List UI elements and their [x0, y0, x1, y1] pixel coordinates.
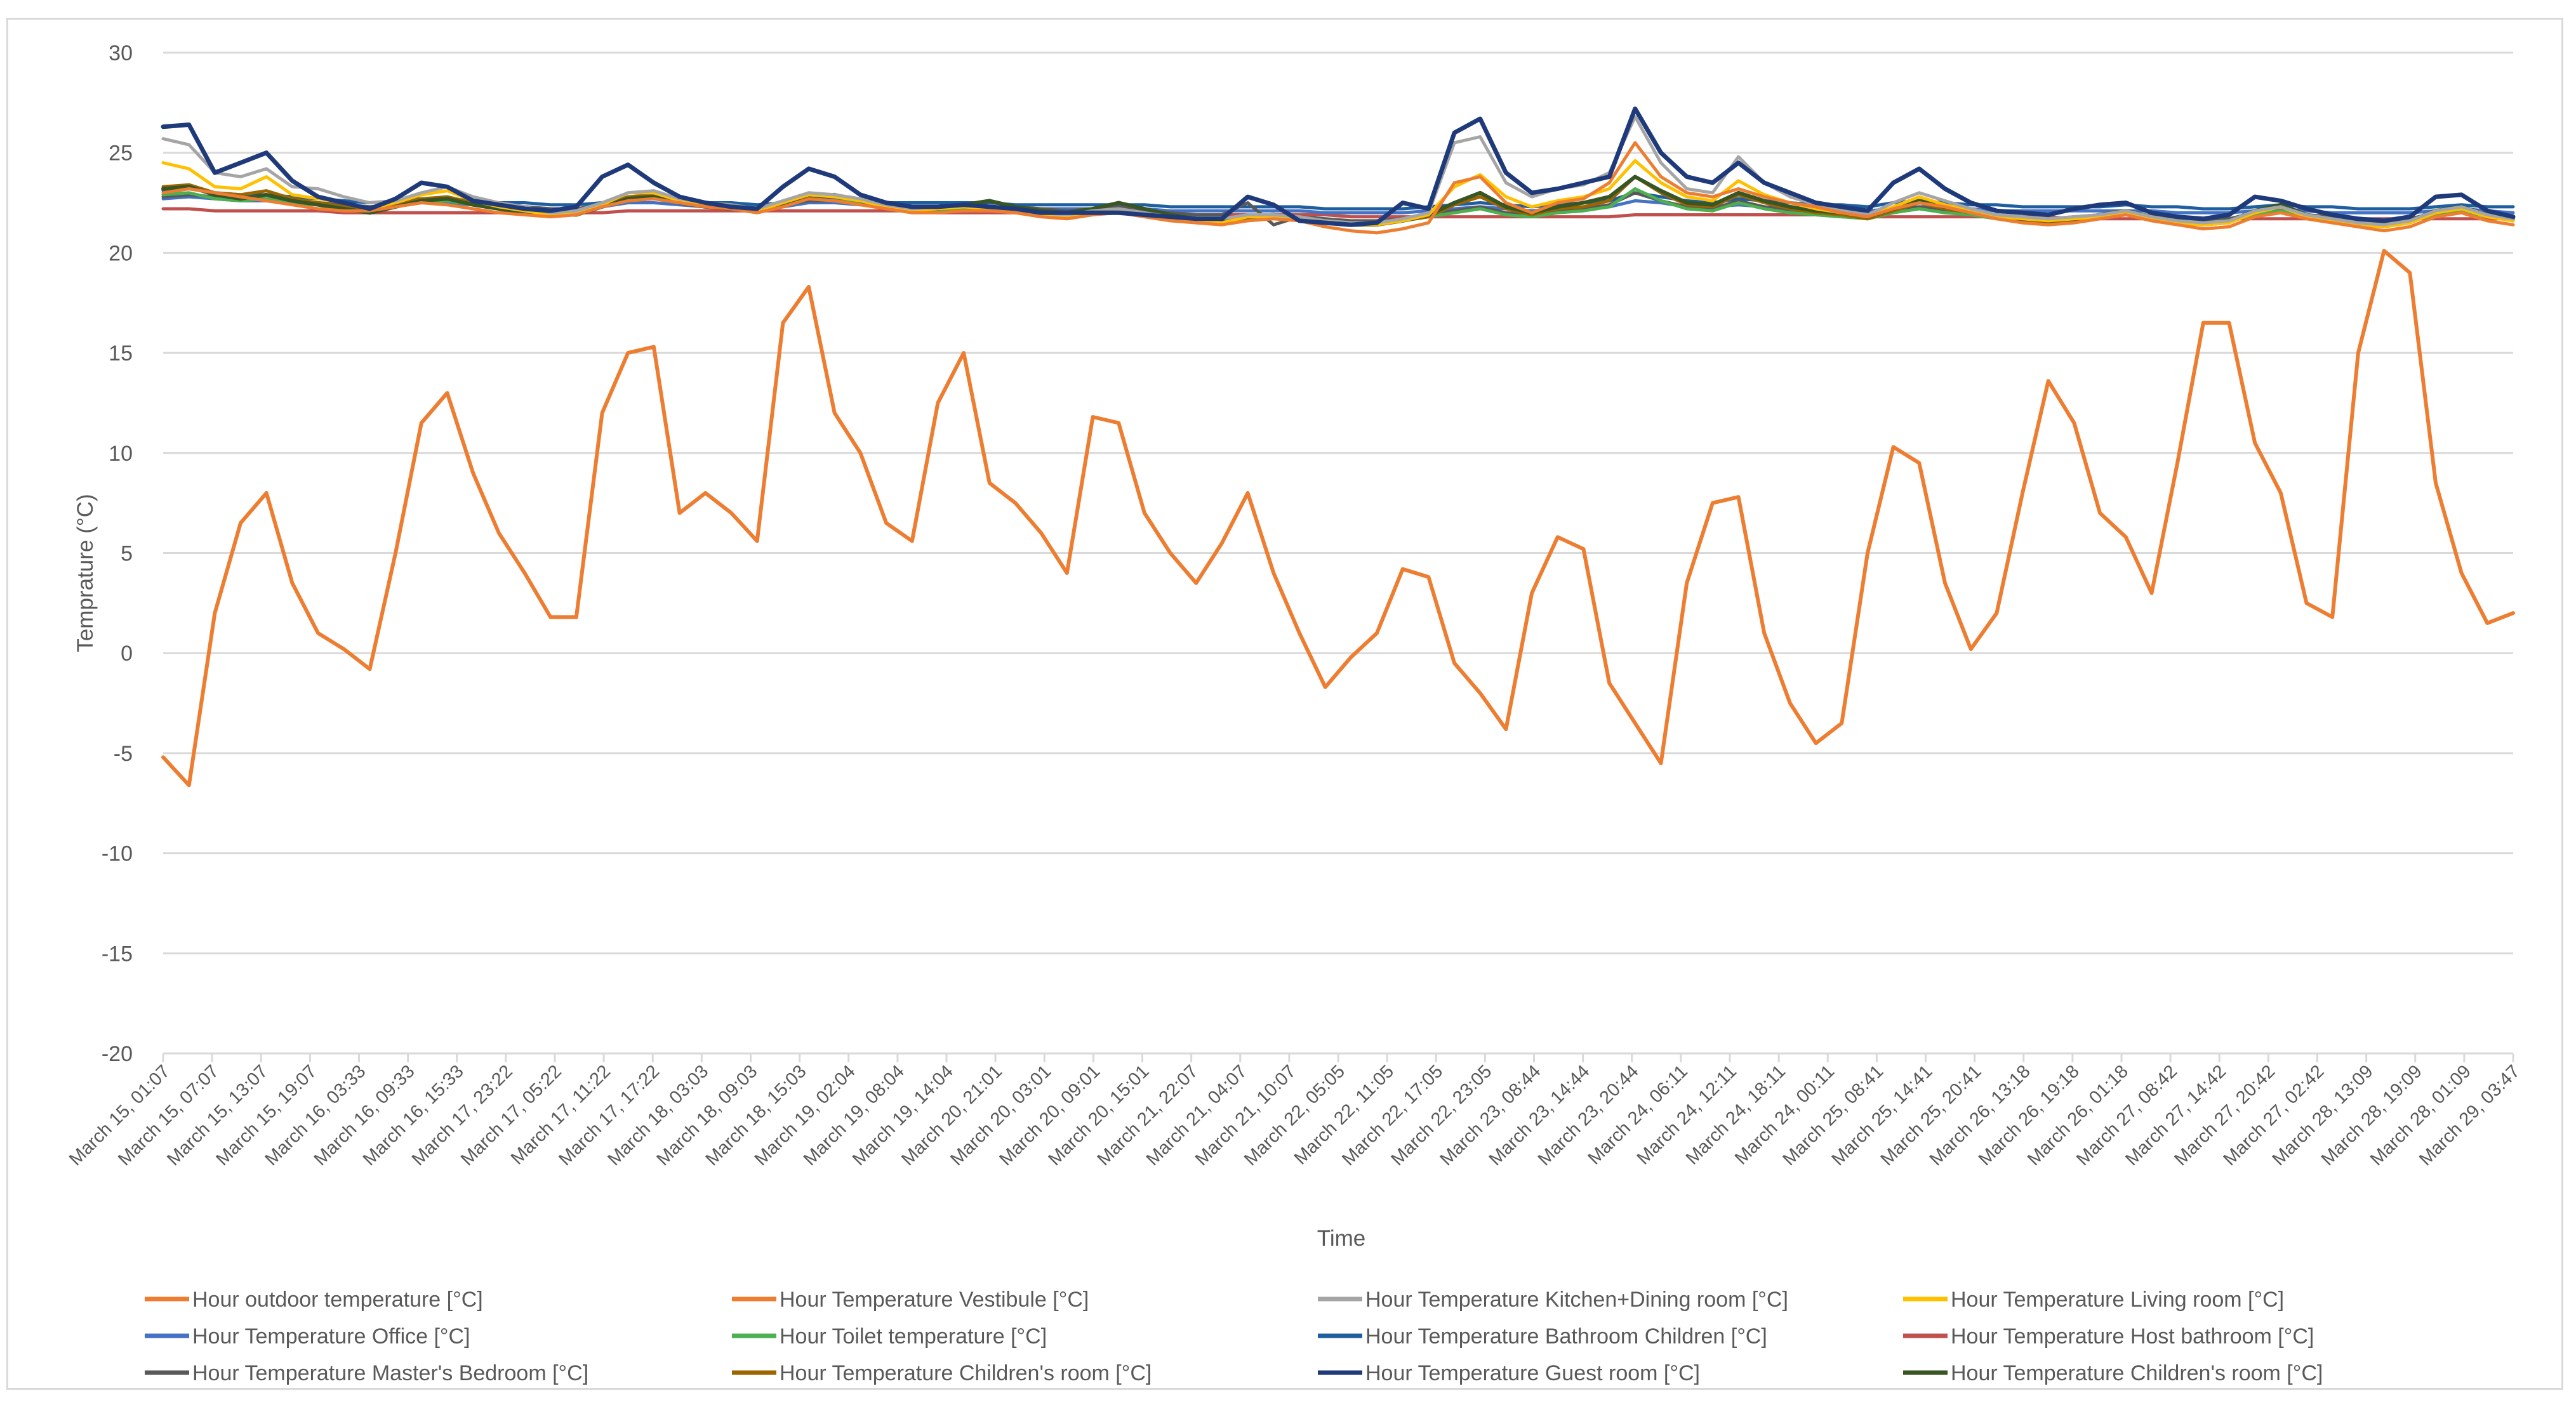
chart-frame: 30 25 20 15 10 5 0 -5 -10 -15 -20 March 15, 01:07 M… — [6, 18, 2563, 1390]
legend-label: Hour Temperature Bathroom Children [°C] — [1365, 1324, 1767, 1349]
series-lines — [161, 106, 2516, 788]
series-line — [161, 106, 2516, 227]
y-tick-label: 0 — [121, 642, 133, 666]
y-tick-label: -20 — [102, 1042, 133, 1066]
y-tick-label: -10 — [102, 842, 133, 866]
legend-label: Hour Temperature Children's room [°C] — [780, 1361, 1152, 1385]
legend-label: Hour Temperature Vestibule [°C] — [780, 1288, 1089, 1312]
y-tick-label: 20 — [109, 241, 133, 265]
legend-label: Hour Temperature Children's room [°C] — [1951, 1361, 2323, 1385]
y-tick-label: 25 — [109, 142, 133, 166]
series-line — [161, 249, 2515, 788]
y-axis-title: Temprature (°C) — [73, 494, 98, 652]
legend-label: Hour Temperature Master's Bedroom [°C] — [192, 1361, 588, 1385]
legend-label: Hour Temperature Living room [°C] — [1951, 1288, 2284, 1312]
y-tick-label: 10 — [109, 442, 133, 466]
y-tick-label: -5 — [114, 742, 133, 766]
line-chart: 30 25 20 15 10 5 0 -5 -10 -15 -20 March 15, 01:07M… — [65, 41, 2524, 1385]
y-axis-ticks: 30 25 20 15 10 5 0 -5 -10 -15 -20 — [102, 41, 133, 1066]
x-axis-title: Time — [1317, 1226, 1365, 1251]
series-line — [161, 141, 2515, 235]
y-tick-label: 15 — [109, 341, 133, 366]
y-tick-label: 5 — [121, 542, 133, 566]
legend-label: Hour Temperature Office [°C] — [192, 1324, 470, 1349]
legend-label: Hour outdoor temperature [°C] — [192, 1288, 483, 1312]
legend-label: Hour Temperature Kitchen+Dining room [°C… — [1365, 1288, 1788, 1312]
legend: Hour outdoor temperature [°C] Hour Temper… — [145, 1288, 2323, 1385]
y-tick-label: 30 — [109, 41, 133, 65]
y-tick-label: -15 — [102, 942, 133, 966]
legend-label: Hour Temperature Host bathroom [°C] — [1951, 1324, 2314, 1349]
legend-label: Hour Toilet temperature [°C] — [780, 1324, 1047, 1349]
legend-label: Hour Temperature Guest room [°C] — [1365, 1361, 1700, 1385]
